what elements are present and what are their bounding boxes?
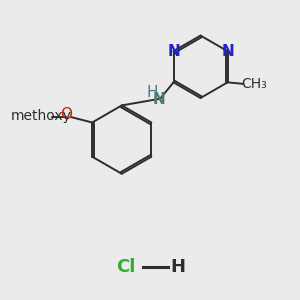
- Text: methoxy: methoxy: [10, 109, 71, 123]
- Text: N: N: [221, 44, 234, 59]
- Text: N: N: [152, 92, 165, 107]
- Text: N: N: [167, 44, 180, 59]
- Text: CH₃: CH₃: [242, 77, 267, 91]
- Text: Cl: Cl: [116, 258, 136, 276]
- Text: H: H: [146, 85, 158, 100]
- Text: O: O: [60, 107, 72, 122]
- Text: H: H: [171, 258, 186, 276]
